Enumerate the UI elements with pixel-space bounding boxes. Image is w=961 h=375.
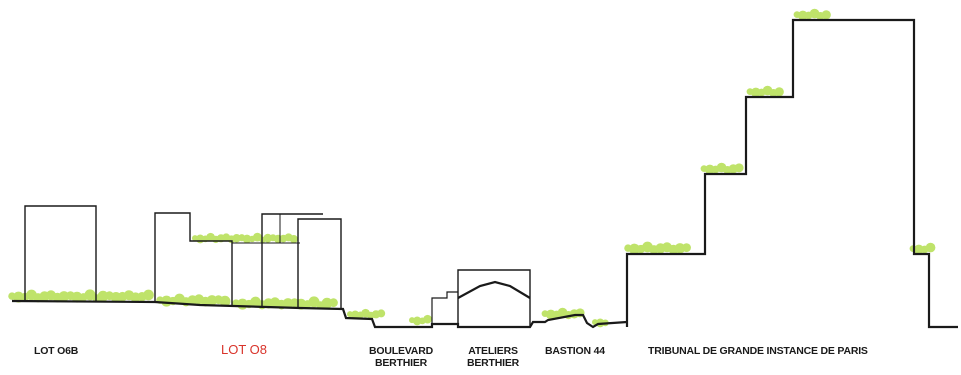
lot-o8-building-left — [154, 212, 233, 306]
shrub-icon — [143, 289, 154, 301]
shrub-icon — [545, 309, 556, 320]
shrub-icon — [925, 242, 936, 253]
shrub-icon — [289, 235, 298, 244]
lot-o8-building-right — [297, 218, 342, 309]
lot-o8-building-middle — [261, 213, 323, 307]
ateliers-berthier-frame — [457, 269, 531, 327]
vegetation-layer — [8, 8, 936, 328]
label-boulevard-line1: BOULEVARD — [369, 345, 433, 357]
shrub-icon — [821, 10, 831, 20]
label-ateliers-berthier: ATELIERS BERTHIER — [458, 345, 528, 369]
label-bastion-44: BASTION 44 — [545, 345, 605, 357]
label-tribunal: TRIBUNAL DE GRANDE INSTANCE DE PARIS — [648, 345, 868, 357]
shrub-icon — [321, 297, 333, 309]
shrub-icon — [750, 87, 761, 98]
boulevard-kiosk — [431, 291, 458, 324]
label-ateliers-line1: ATELIERS — [468, 345, 518, 357]
shrub-icon — [774, 87, 784, 97]
shrub-icon — [682, 243, 691, 253]
shrub-icon — [913, 244, 924, 255]
label-lot-o6b: LOT O6B — [34, 345, 79, 357]
shrub-icon — [219, 295, 231, 307]
lot-o6b-building — [24, 205, 97, 301]
label-boulevard-line2: BERTHIER — [374, 357, 428, 369]
ateliers-berthier-roof — [457, 280, 531, 299]
label-boulevard-berthier: BOULEVARD BERTHIER — [366, 345, 436, 369]
shrub-icon — [704, 164, 715, 175]
shrub-icon — [412, 316, 422, 326]
shrub-icon — [629, 243, 640, 255]
shrub-icon — [423, 314, 432, 324]
shrub-icon — [329, 298, 338, 308]
lot-o8-building-partition — [232, 214, 300, 244]
shrub-icon — [13, 291, 24, 303]
label-lot-o8: LOT O8 — [221, 342, 268, 357]
shrub-icon — [797, 10, 808, 21]
label-ateliers-line2: BERTHIER — [466, 357, 520, 369]
shrub-icon — [350, 310, 360, 320]
shrub-icon — [377, 309, 386, 318]
shrub-icon — [263, 233, 273, 243]
shrub-icon — [97, 290, 109, 302]
shrub-icon — [71, 291, 83, 303]
shrub-icon — [734, 163, 744, 173]
tribunal-stepped-silhouette — [625, 18, 958, 329]
shrub-icon — [242, 234, 252, 244]
